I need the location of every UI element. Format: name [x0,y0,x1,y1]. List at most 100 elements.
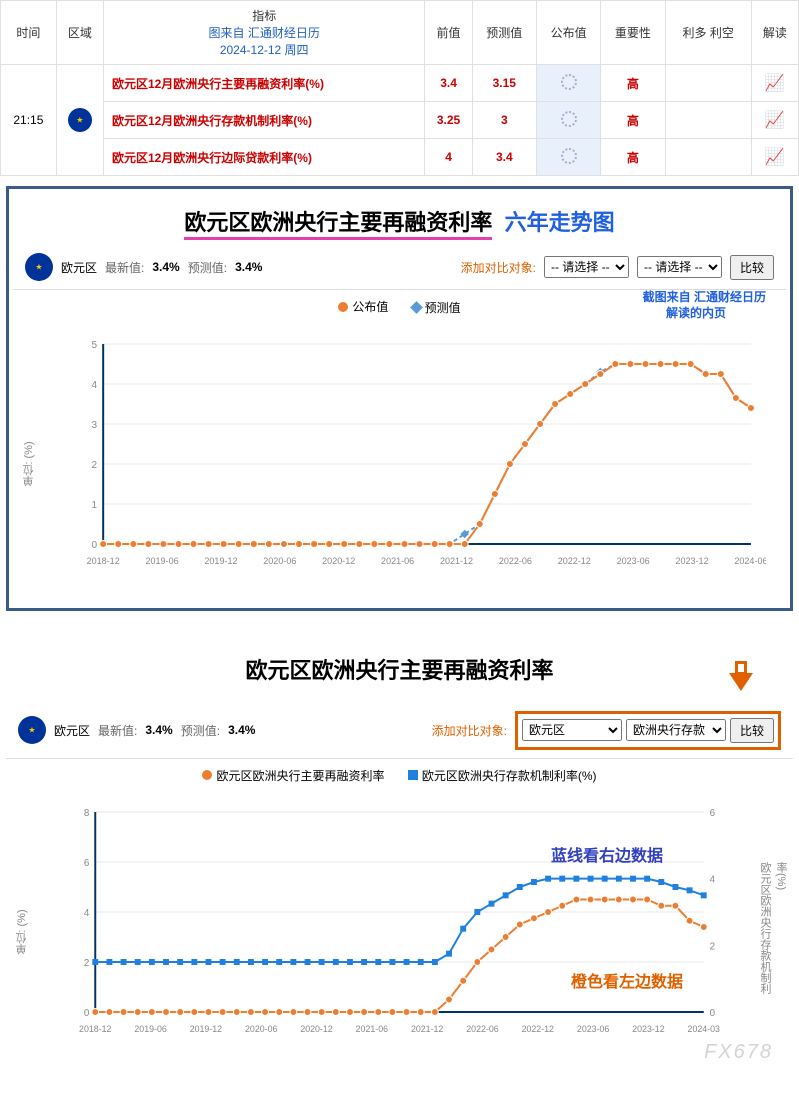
svg-text:2022-06: 2022-06 [466,1023,498,1033]
svg-text:2019-12: 2019-12 [190,1023,222,1033]
svg-text:2023-06: 2023-06 [577,1023,609,1033]
cell-importance: 高 [601,139,665,176]
svg-text:3: 3 [92,420,98,431]
loading-spinner-icon [561,74,577,90]
loading-spinner-icon [561,111,577,127]
chart1-info-bar: 欧元区 最新值: 3.4% 预测值: 3.4% 添加对比对象: -- 请选择 -… [13,245,786,290]
cell-indicator[interactable]: 欧元区12月欧洲央行边际贷款利率(%) [103,139,425,176]
chart-icon: 📈 [765,149,785,166]
chart2-plot: 单位: (%) 欧元区欧洲央行存款机制利率(%) 蓝线看右边数据 橙色看左边数据… [6,792,793,1072]
th-actual: 公布值 [536,1,600,65]
svg-text:2023-12: 2023-12 [675,556,708,566]
cell-importance: 高 [601,102,665,139]
svg-text:2: 2 [84,957,89,968]
svg-text:2018-12: 2018-12 [87,556,120,566]
svg-text:2021-06: 2021-06 [381,556,414,566]
chart-icon: 📈 [765,112,785,129]
svg-text:2021-12: 2021-12 [411,1023,443,1033]
cell-forecast: 3 [472,102,536,139]
cell-interpret[interactable]: 📈 [751,65,798,102]
svg-text:2020-06: 2020-06 [263,556,296,566]
svg-text:8: 8 [84,807,90,818]
svg-text:0: 0 [710,1007,716,1018]
cell-actual [536,102,600,139]
svg-text:0: 0 [84,1007,90,1018]
svg-text:4: 4 [84,907,90,918]
chart2-info-bar: 欧元区 最新值: 3.4% 预测值: 3.4% 添加对比对象: 欧元区 欧洲央行… [6,703,793,759]
cell-forecast: 3.4 [472,139,536,176]
svg-text:2021-06: 2021-06 [356,1023,388,1033]
chart1-plot: 单位: (%) 0123452018-122019-062019-122020-… [13,324,786,604]
chart1-legend: 公布值 预测值 截图来自 汇通财经日历 解读的内页 [13,290,786,324]
svg-text:4: 4 [710,874,716,885]
svg-text:2020-12: 2020-12 [322,556,355,566]
th-region: 区域 [56,1,103,65]
cell-bull-bear [665,65,751,102]
arrow-icon [729,673,753,691]
svg-text:2022-12: 2022-12 [522,1023,554,1033]
cell-indicator[interactable]: 欧元区12月欧洲央行存款机制利率(%) [103,102,425,139]
svg-text:2018-12: 2018-12 [79,1023,111,1033]
svg-text:2019-12: 2019-12 [204,556,237,566]
svg-text:4: 4 [92,380,98,391]
cell-interpret[interactable]: 📈 [751,139,798,176]
svg-text:2021-12: 2021-12 [440,556,473,566]
svg-text:2023-06: 2023-06 [617,556,650,566]
svg-text:0: 0 [92,540,98,551]
cell-region [56,65,103,176]
svg-text:2019-06: 2019-06 [146,556,179,566]
cell-prev: 4 [425,139,472,176]
svg-text:5: 5 [92,340,98,351]
svg-text:1: 1 [92,500,98,511]
svg-text:2022-12: 2022-12 [558,556,591,566]
loading-spinner-icon [561,148,577,164]
svg-text:6: 6 [84,857,90,868]
svg-text:2019-06: 2019-06 [134,1023,166,1033]
svg-text:2020-12: 2020-12 [300,1023,332,1033]
compare-select-region[interactable]: 欧元区 [522,719,622,741]
cell-indicator[interactable]: 欧元区12月欧洲央行主要再融资利率(%) [103,65,425,102]
chart-panel-2: 欧元区 最新值: 3.4% 预测值: 3.4% 添加对比对象: 欧元区 欧洲央行… [6,703,793,1072]
chart-icon: 📈 [765,75,785,92]
economic-calendar-table: 时间 区域 指标 图来自 汇通财经日历 2024-12-12 周四 前值 预测值… [0,0,799,176]
th-importance: 重要性 [601,1,665,65]
compare-select-1[interactable]: -- 请选择 -- [544,256,629,278]
th-time: 时间 [1,1,57,65]
th-bull-bear: 利多 利空 [665,1,751,65]
cell-forecast: 3.15 [472,65,536,102]
svg-text:6: 6 [710,807,716,818]
chart2-title: 欧元区欧洲央行主要再融资利率 [0,641,799,693]
table-row: 21:15 欧元区12月欧洲央行主要再融资利率(%) 3.4 3.15 高 📈 [1,65,799,102]
th-indicator: 指标 图来自 汇通财经日历 2024-12-12 周四 [103,1,425,65]
svg-text:2024-03: 2024-03 [688,1023,720,1033]
svg-text:2: 2 [710,941,715,952]
table-header-row: 时间 区域 指标 图来自 汇通财经日历 2024-12-12 周四 前值 预测值… [1,1,799,65]
chart1-title: 欧元区欧洲央行主要再融资利率 六年走势图 [13,193,786,245]
cell-actual [536,65,600,102]
cell-interpret[interactable]: 📈 [751,102,798,139]
svg-text:2: 2 [92,460,98,471]
compare-button[interactable]: 比较 [730,255,774,280]
svg-text:2023-12: 2023-12 [632,1023,664,1033]
chart-panel-1: 欧元区欧洲央行主要再融资利率 六年走势图 欧元区 最新值: 3.4% 预测值: … [6,186,793,611]
compare-button[interactable]: 比较 [730,718,774,743]
eu-flag-icon [68,108,92,132]
cell-prev: 3.4 [425,65,472,102]
svg-text:2024-06: 2024-06 [734,556,766,566]
eu-flag-icon [18,716,46,744]
svg-text:2020-06: 2020-06 [245,1023,277,1033]
cell-importance: 高 [601,65,665,102]
th-interpret: 解读 [751,1,798,65]
watermark: FX678 [704,1041,773,1064]
table-row: 欧元区12月欧洲央行边际贷款利率(%) 4 3.4 高 📈 [1,139,799,176]
th-forecast: 预测值 [472,1,536,65]
compare-select-indicator[interactable]: 欧洲央行存款 [626,719,726,741]
chart2-legend: 欧元区欧洲央行主要再融资利率 欧元区欧洲央行存款机制利率(%) [6,759,793,792]
cell-actual [536,139,600,176]
th-prev: 前值 [425,1,472,65]
compare-select-2[interactable]: -- 请选择 -- [637,256,722,278]
cell-bull-bear [665,139,751,176]
cell-bull-bear [665,102,751,139]
svg-text:2022-06: 2022-06 [499,556,532,566]
cell-prev: 3.25 [425,102,472,139]
